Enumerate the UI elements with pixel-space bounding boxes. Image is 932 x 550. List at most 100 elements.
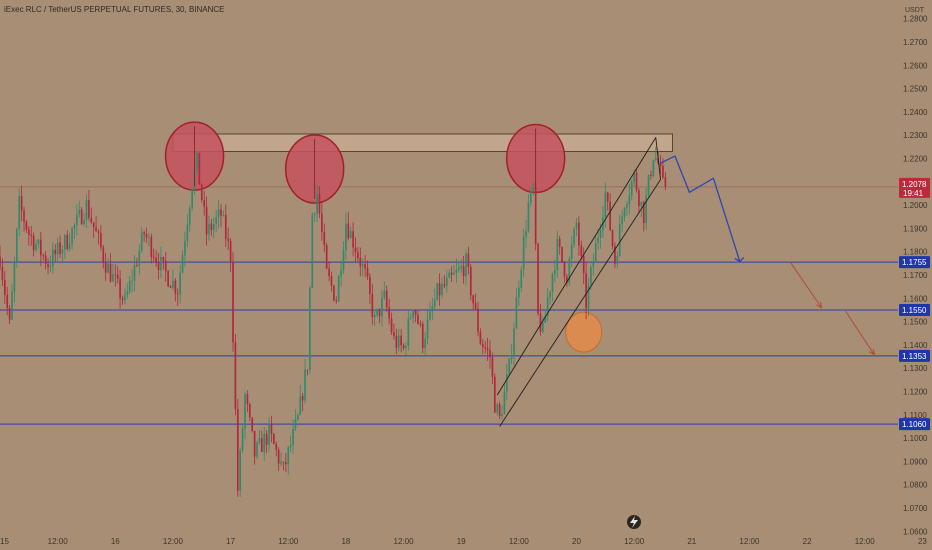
candle-body <box>83 219 85 225</box>
level-price-box-3[interactable] <box>899 418 930 431</box>
candle-body <box>438 283 441 296</box>
candle-body <box>412 310 414 318</box>
candle-body <box>328 268 330 277</box>
x-tick-label: 23 <box>918 537 927 546</box>
candle-body <box>455 269 458 273</box>
candle-body <box>652 160 655 176</box>
candle-body <box>426 319 429 339</box>
candle-body <box>357 252 359 258</box>
candle-body <box>614 245 616 264</box>
candle-body <box>13 261 16 292</box>
candle-body <box>232 262 234 343</box>
candle-body <box>383 290 386 298</box>
candle-body <box>580 245 583 256</box>
candle-body <box>450 272 453 275</box>
candle-body <box>27 229 30 235</box>
candle-body <box>340 270 342 277</box>
candle-body <box>76 214 78 225</box>
candle-body <box>633 172 635 182</box>
x-tick-label: 22 <box>803 537 812 546</box>
x-tick-label: 19 <box>457 537 466 546</box>
candle-body <box>42 255 45 257</box>
candle-body <box>585 273 587 309</box>
candle-body <box>316 194 318 214</box>
candle-body <box>301 396 304 401</box>
x-tick-label: 12:00 <box>739 537 760 546</box>
candle-body <box>424 338 427 349</box>
target-arrowhead-1 <box>868 348 875 356</box>
y-tick-label: 1.2500 <box>903 85 928 94</box>
target-arrowhead-0 <box>816 301 823 309</box>
candle-body <box>546 297 549 317</box>
last-price-box[interactable] <box>899 177 930 198</box>
level-price-box-2[interactable] <box>899 349 930 362</box>
y-tick-label: 1.0700 <box>903 504 928 513</box>
candle-body <box>417 314 419 324</box>
candle-body <box>489 349 491 358</box>
candle-body <box>52 249 54 267</box>
candle-body <box>496 404 499 413</box>
candle-body <box>594 243 597 263</box>
candle-body <box>604 192 607 218</box>
candle-body <box>378 308 381 317</box>
candle-body <box>645 195 647 224</box>
candle-body <box>47 264 49 267</box>
y-tick-label: 1.2700 <box>903 38 928 47</box>
candle-body <box>109 263 112 282</box>
candle-body <box>570 244 573 259</box>
candle-body <box>210 223 213 231</box>
level-price-box-1[interactable] <box>899 303 930 316</box>
candle-body <box>568 258 571 283</box>
candle-body <box>467 253 470 267</box>
candle-body <box>635 172 638 191</box>
candle-body <box>155 257 157 262</box>
candle-body <box>549 291 551 298</box>
candle-body <box>556 238 559 270</box>
candle-body <box>176 293 179 295</box>
level-price-box-0[interactable] <box>899 256 930 269</box>
candle-body <box>112 274 114 282</box>
candle-body <box>611 230 614 246</box>
y-tick-label: 1.1700 <box>903 271 928 280</box>
y-axis-unit: USDT <box>905 7 925 14</box>
candle-body <box>222 214 225 216</box>
candle-body <box>325 244 328 269</box>
candle-body <box>376 308 378 315</box>
candle-body <box>513 328 515 356</box>
candle-body <box>498 404 501 417</box>
candle-body <box>196 152 198 170</box>
candle-body <box>472 295 475 304</box>
candle-body <box>90 217 93 223</box>
candle-body <box>59 242 61 255</box>
y-tick-label: 1.2600 <box>903 61 928 70</box>
candle-body <box>85 200 88 220</box>
candle-body <box>121 298 124 301</box>
candle-body <box>229 240 232 263</box>
candle-body <box>539 313 542 332</box>
candle-body <box>361 264 364 267</box>
projection-arrowhead <box>734 257 745 263</box>
lightning-icon[interactable] <box>627 515 641 529</box>
candle-body <box>505 374 508 392</box>
candle-body <box>381 297 383 317</box>
candle-body <box>0 256 1 267</box>
candle-body <box>587 284 590 309</box>
candle-body <box>32 235 35 250</box>
candle-body <box>66 235 69 249</box>
candle-body <box>184 241 186 256</box>
candle-body <box>224 214 227 239</box>
y-tick-label: 1.2800 <box>903 15 928 24</box>
candle-body <box>18 196 21 229</box>
candle-body <box>551 274 554 292</box>
candle-body <box>164 260 167 272</box>
candle-body <box>78 209 81 215</box>
candle-body <box>253 431 256 457</box>
candle-body <box>484 347 487 349</box>
candle-body <box>388 307 390 319</box>
candle-body <box>251 417 254 432</box>
candle-body <box>354 247 357 253</box>
lightning-icon-glyph[interactable] <box>630 516 638 528</box>
x-tick-label: 16 <box>111 537 120 546</box>
